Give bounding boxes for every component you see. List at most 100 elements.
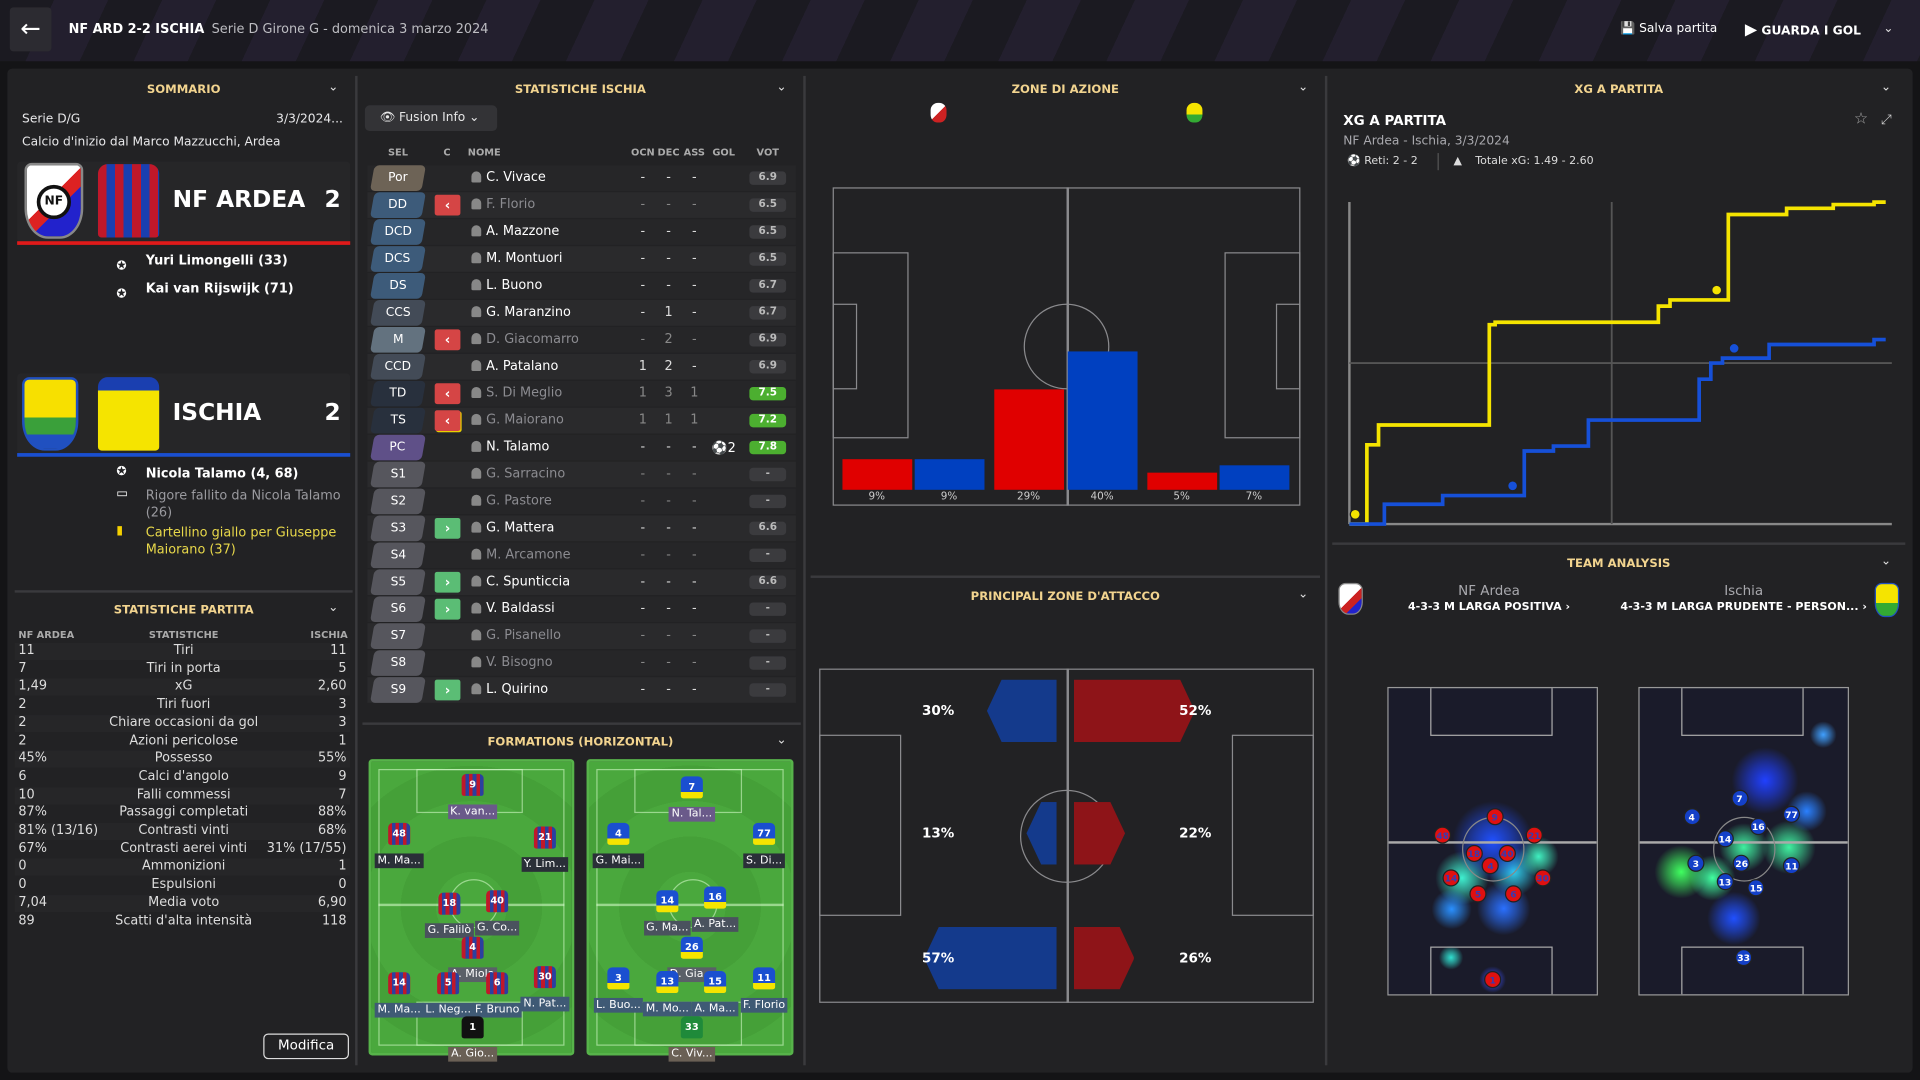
formation-player[interactable]: 9 K. van... (424, 773, 522, 820)
player-row[interactable]: DCD A. Mazzone - - - 6.5 (367, 219, 796, 245)
formation-player[interactable]: 4 A. Miola (424, 936, 522, 983)
player-name[interactable]: G. Maranzino (486, 304, 571, 320)
formation-player[interactable]: 40 G. Co... (448, 890, 546, 936)
formation-player[interactable]: 5 L. Neg... (399, 972, 497, 1018)
player-name[interactable]: N. Talamo (486, 439, 550, 455)
player-position-dot[interactable]: 40 (1498, 844, 1516, 863)
player-name[interactable]: L. Buono (486, 277, 543, 293)
player-row[interactable]: TD ‹ S. Di Meglio 1 3 1 7.5 (367, 380, 796, 407)
column-header[interactable]: NOME (467, 146, 501, 158)
column-header[interactable]: C (443, 146, 451, 158)
player-row[interactable]: S2 G. Pastore - - - - (367, 488, 796, 515)
player-position-dot[interactable]: 77 (1782, 805, 1801, 823)
player-row[interactable]: Por C. Vivace - - - 6.9 (367, 165, 796, 192)
chevron-down-icon[interactable]: ⌄ (1880, 554, 1892, 569)
player-position-dot[interactable]: 15 (1747, 878, 1765, 896)
back-button[interactable]: ← (9, 7, 52, 52)
column-header[interactable]: SEL (387, 146, 408, 158)
formation-player[interactable]: 14 G. Ma... (618, 890, 716, 936)
formation-player[interactable]: 77 S. Di... (715, 822, 813, 869)
player-row[interactable]: S4 M. Arcamone - - - - (367, 542, 796, 569)
player-row[interactable]: M ‹ D. Giacomarro - 2 - 6.9 (367, 326, 796, 353)
chevron-down-icon[interactable]: ⌄ (1297, 80, 1309, 95)
player-name[interactable]: C. Spunticcia (486, 574, 571, 589)
formation-player[interactable]: 14 M. Ma... (350, 972, 448, 1018)
player-row[interactable]: S6 › V. Baldassi - - - - (367, 596, 796, 623)
player-name[interactable]: F. Florio (486, 197, 536, 212)
player-position-dot[interactable]: 48 (1434, 826, 1452, 844)
player-row[interactable]: S5 › C. Spunticcia - - - 6.6 (367, 569, 796, 596)
sub-in-icon[interactable]: › (434, 679, 461, 701)
player-name[interactable]: L. Quirino (486, 682, 549, 697)
player-position-dot[interactable]: 33 (1735, 948, 1753, 967)
column-header[interactable]: GOL (712, 146, 735, 158)
chevron-down-icon[interactable]: ⌄ (328, 80, 339, 95)
formation-player[interactable]: 6 F. Bruno (448, 972, 546, 1018)
formation-player[interactable]: 3 L. Buo... (569, 967, 667, 1013)
player-row[interactable]: CCD A. Patalano 1 2 - 6.9 (367, 353, 796, 380)
formation-player[interactable]: 33 C. Viv... (643, 1016, 741, 1062)
sub-out-icon[interactable]: ‹ (434, 383, 461, 405)
player-name[interactable]: V. Baldassi (486, 601, 555, 616)
player-position-dot[interactable]: 4 (1683, 808, 1701, 826)
chevron-down-icon[interactable]: ⌄ (776, 80, 787, 95)
player-name[interactable]: D. Giacomarro (486, 331, 579, 347)
player-position-dot[interactable]: 11 (1782, 857, 1801, 875)
view-select[interactable]: 👁 Fusion Info ⌄ (364, 105, 498, 132)
chevron-down-icon[interactable]: ⌄ (776, 733, 787, 747)
formation-player[interactable]: 1 A. Gio... (424, 1016, 522, 1062)
edit-button[interactable]: Modifica (263, 1033, 349, 1060)
chevron-down-icon[interactable]: ⌄ (328, 601, 339, 615)
formation-player[interactable]: 7 N. Tal... (643, 776, 741, 822)
player-position-dot[interactable]: 3 (1687, 854, 1705, 872)
player-position-dot[interactable]: 18 (1465, 844, 1483, 863)
player-position-dot[interactable]: 26 (1733, 854, 1751, 872)
player-position-dot[interactable]: 21 (1525, 826, 1543, 844)
home-tactic-link[interactable]: 4-3-3 M LARGA POSITIVA › (1407, 601, 1570, 614)
column-header[interactable]: VOT (756, 146, 779, 158)
column-header[interactable]: DEC (657, 146, 680, 158)
player-name[interactable]: A. Mazzone (486, 224, 560, 239)
formation-player[interactable]: 30 N. Pat... (496, 966, 594, 1012)
player-position-dot[interactable]: 30 (1534, 869, 1552, 887)
sub-out-icon[interactable]: ‹ (434, 194, 461, 216)
player-name[interactable]: M. Arcamone (486, 547, 571, 563)
expand-icon[interactable]: ⤢ (1880, 111, 1892, 128)
player-name[interactable]: G. Mattera (486, 520, 555, 536)
player-row[interactable]: S1 G. Sarracino - - - - (367, 461, 796, 488)
sub-out-icon[interactable]: ‹ (434, 329, 461, 351)
save-match-button[interactable]: 💾 Salva partita (1620, 22, 1717, 35)
sub-in-icon[interactable]: › (434, 517, 461, 539)
player-name[interactable]: A. Patalano (486, 358, 559, 374)
formation-player[interactable]: 13 M. Mo... (618, 971, 716, 1017)
watch-goals-button[interactable]: ▶ GUARDA I GOL (1745, 21, 1861, 39)
player-position-dot[interactable]: 14 (1442, 869, 1460, 887)
column-header[interactable]: ASS (683, 146, 705, 158)
formation-player[interactable]: 21 Y. Lim... (496, 826, 594, 872)
chevron-down-icon[interactable]: ⌄ (1297, 587, 1309, 602)
player-row[interactable]: DCS M. Montuori - - - 6.5 (367, 246, 796, 272)
player-name[interactable]: G. Pastore (486, 493, 552, 509)
player-row[interactable]: DS L. Buono - - - 6.7 (367, 273, 796, 299)
column-header[interactable]: OCN (630, 146, 655, 158)
player-name[interactable]: G. Sarracino (486, 466, 566, 482)
player-row[interactable]: DD ‹ F. Florio - - - 6.5 (367, 192, 796, 218)
formation-player[interactable]: 48 M. Ma... (350, 822, 448, 869)
player-position-dot[interactable]: 14 (1716, 829, 1734, 847)
player-position-dot[interactable]: 1 (1484, 970, 1502, 988)
away-tactic-link[interactable]: 4-3-3 M LARGA PRUDENTE - PERSON... › (1620, 601, 1867, 614)
formation-player[interactable]: 15 A. Ma... (666, 971, 764, 1017)
player-row[interactable]: S8 V. Bisogno - - - - (367, 650, 796, 676)
player-position-dot[interactable]: 16 (1749, 817, 1767, 835)
player-position-dot[interactable]: 9 (1486, 808, 1504, 826)
player-position-dot[interactable]: 6 (1504, 884, 1523, 902)
player-name[interactable]: V. Bisogno (486, 655, 553, 670)
sub-out-icon[interactable]: ‹ (434, 410, 461, 432)
player-position-dot[interactable]: 7 (1730, 789, 1749, 807)
chevron-down-icon[interactable]: ⌄ (1880, 80, 1892, 95)
player-position-dot[interactable]: 13 (1716, 872, 1734, 890)
formation-player[interactable]: 4 G. Mai... (569, 822, 667, 869)
player-position-dot[interactable]: 5 (1469, 884, 1487, 902)
player-row[interactable]: S3 › G. Mattera - - - 6.6 (367, 515, 796, 542)
formation-player[interactable]: 16 A. Pat... (666, 886, 764, 932)
